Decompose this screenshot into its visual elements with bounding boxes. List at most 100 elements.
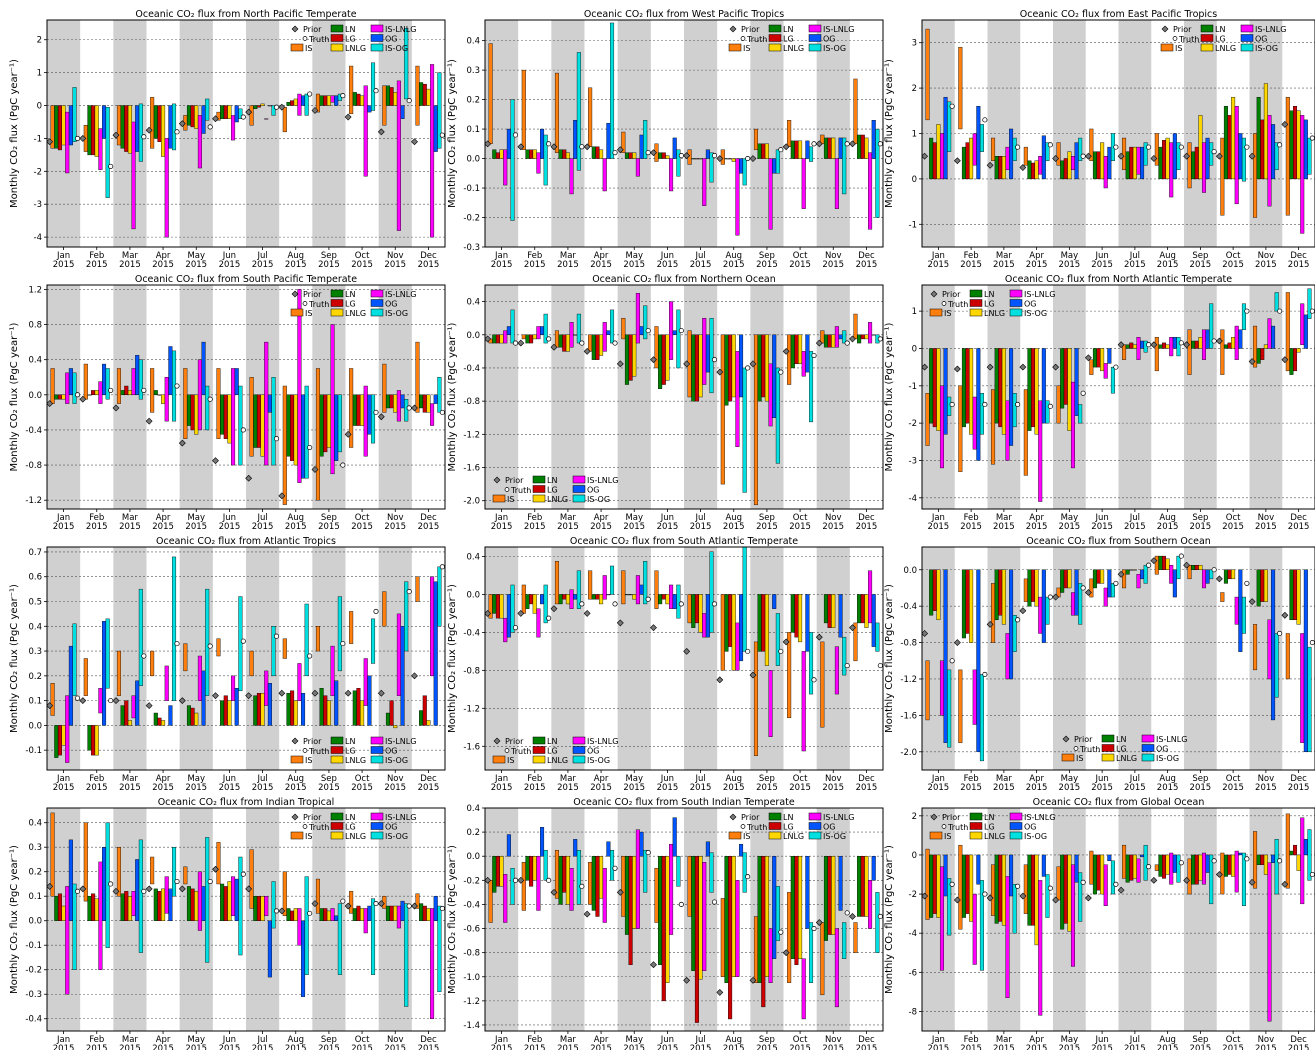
bar-lg (827, 137, 832, 159)
prior-marker (311, 689, 319, 697)
bar-is-lnlg (1103, 864, 1108, 907)
prior-marker (1183, 561, 1191, 569)
bar-lnlg (565, 594, 570, 605)
bar-ln (658, 334, 663, 389)
prior-marker (782, 143, 790, 151)
bar-is-lnlg (801, 351, 806, 377)
bar-is-og (72, 623, 77, 696)
legend-swatch (969, 289, 983, 298)
legend-label: IS-LNLG (1024, 290, 1055, 299)
x-tick-label-month: Dec (1290, 1035, 1307, 1045)
truth-marker (1178, 144, 1184, 150)
bar-og (1107, 569, 1112, 598)
bar-lg (223, 886, 228, 921)
bar-og (367, 105, 372, 113)
truth-marker (1080, 879, 1086, 885)
legend-prior-marker (729, 813, 737, 821)
bar-og (1303, 119, 1308, 180)
bar-lg (998, 155, 1003, 180)
legend-swatch (330, 308, 344, 317)
x-tick-label-year: 2015 (53, 522, 75, 532)
bar-lg (1260, 119, 1265, 180)
bar-lnlg (565, 152, 570, 159)
bar-og (573, 120, 578, 159)
y-tick-label: 0 (912, 344, 917, 354)
truth-marker (1047, 885, 1053, 891)
x-tick-label-month: May (625, 251, 643, 261)
bar-lg (1063, 158, 1068, 180)
bar-is-lnlg (1136, 337, 1141, 360)
bar-lnlg (1198, 854, 1203, 881)
legend-label: Truth (746, 35, 767, 44)
bar-is (753, 641, 758, 756)
bar-is-lnlg (834, 326, 839, 348)
truth-marker (1244, 308, 1250, 314)
bar-lnlg (260, 394, 265, 457)
axes-frame (46, 284, 446, 510)
bar-ln (757, 856, 762, 983)
prior-marker (411, 404, 418, 412)
bar-lg (1293, 348, 1298, 372)
bar-og (1303, 569, 1308, 752)
bar-is-lnlg (702, 862, 707, 971)
y-tick-label: -0.8 (463, 666, 480, 676)
truth-marker (1080, 153, 1086, 159)
x-tick-label-month: May (187, 774, 205, 784)
bar-is-og (775, 367, 780, 464)
bar-og (367, 675, 372, 726)
x-tick-label-year: 2015 (690, 260, 712, 270)
bar-is (554, 330, 559, 348)
truth-marker (1277, 142, 1283, 148)
prior-marker (1150, 876, 1158, 884)
bar-lnlg (1198, 115, 1203, 180)
truth-marker (1178, 860, 1184, 866)
prior-marker (849, 624, 856, 632)
truth-marker (1211, 338, 1217, 344)
bar-og (540, 594, 545, 605)
bar-is (554, 561, 559, 605)
truth-marker (1113, 144, 1119, 150)
chart-panel-10: Oceanic CO₂ flux from Indian Tropical-0.… (9, 797, 446, 1050)
x-tick-label-year: 2015 (856, 783, 878, 793)
x-tick-label-month: Mar (122, 774, 139, 784)
y-tick-label: -0.3 (463, 243, 480, 253)
x-tick-label-month: Nov (825, 774, 842, 784)
bar-is-og (437, 905, 442, 992)
prior-marker (953, 896, 961, 904)
legend-label: LG (783, 823, 794, 832)
x-tick-label-year: 2015 (690, 783, 712, 793)
truth-marker (811, 677, 817, 683)
bar-lnlg (831, 334, 836, 348)
bar-lnlg (94, 725, 99, 756)
bar-is-og (1143, 844, 1148, 881)
x-tick-label-year: 2015 (285, 1044, 307, 1050)
bar-is (1253, 325, 1258, 368)
y-tick-label: 0.0 (903, 566, 917, 576)
prior-marker (311, 466, 319, 473)
x-tick-label-year: 2015 (285, 783, 307, 793)
y-axis-label: Monthly CO₂ flux (PgC year⁻¹) (447, 322, 458, 471)
bar-is-lnlg (1103, 155, 1108, 189)
x-tick-label-month: Apr (1029, 774, 1044, 784)
truth-marker (340, 462, 346, 468)
bar-og (1172, 854, 1177, 873)
bar-is-og (1176, 854, 1181, 883)
bar-is-og (775, 149, 780, 174)
bar-lg (190, 707, 195, 726)
truth-marker (949, 103, 955, 109)
legend-swatch (290, 755, 304, 764)
x-tick-label-year: 2015 (1091, 522, 1113, 532)
bar-lg (965, 348, 970, 424)
bar-is (1023, 146, 1028, 166)
bar-is-og (576, 849, 581, 905)
bar-lnlg (1001, 348, 1006, 435)
bar-lnlg (665, 155, 670, 159)
legend-label: LN (345, 813, 355, 822)
y-tick-label: -1 (34, 134, 42, 144)
bar-is-og (1110, 366, 1115, 394)
x-tick-label-month: Jan (494, 1035, 508, 1045)
bar-og (739, 594, 744, 662)
bar-ln (153, 390, 158, 396)
